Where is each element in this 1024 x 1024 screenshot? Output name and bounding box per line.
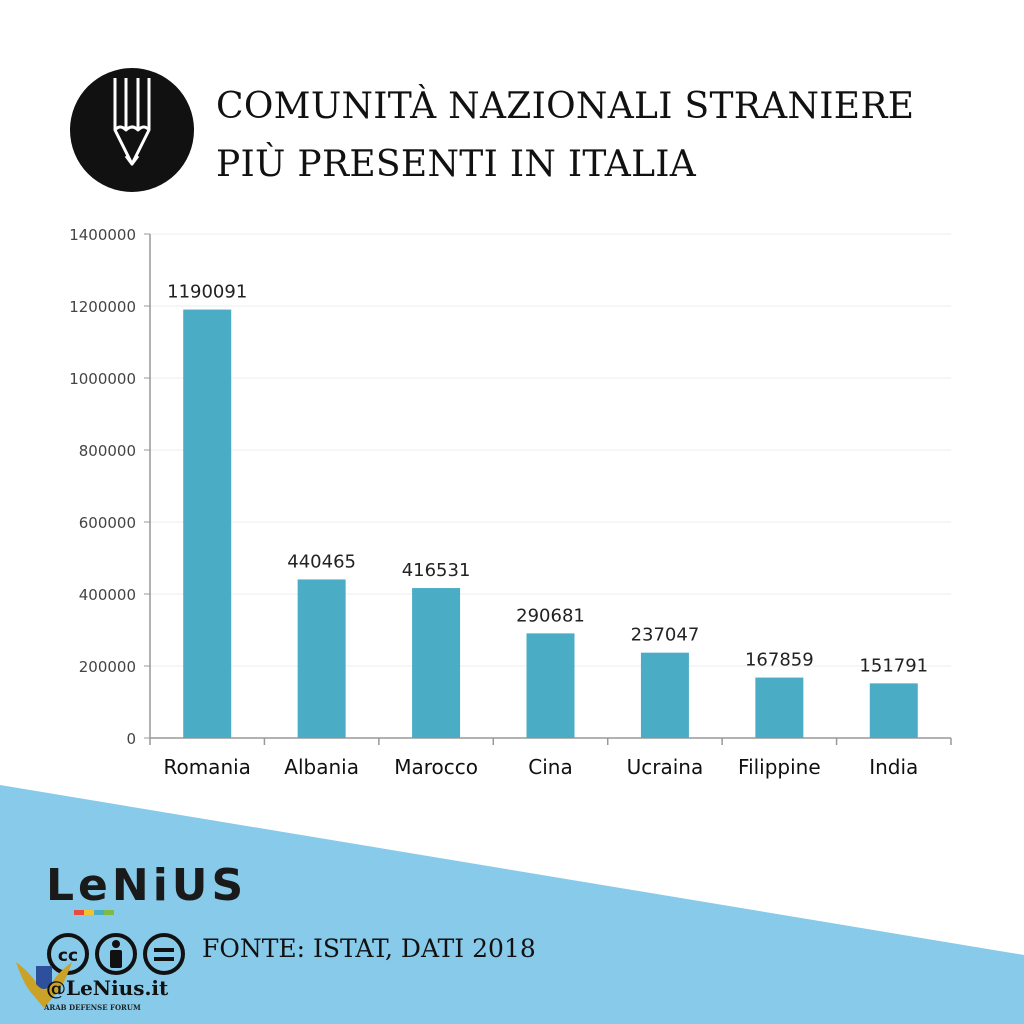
y-tick-label: 200000	[79, 658, 136, 676]
title-line-2: PIÙ PRESENTI IN ITALIA	[216, 144, 697, 185]
y-tick-label: 800000	[79, 442, 136, 460]
bar	[183, 309, 232, 738]
data-label: 167859	[745, 650, 814, 671]
bar	[297, 579, 346, 738]
bar	[869, 683, 918, 738]
data-label: 151791	[859, 655, 928, 676]
bar	[755, 677, 804, 738]
y-tick-label: 1400000	[69, 226, 136, 244]
data-label: 237047	[631, 625, 700, 646]
chart-title: COMUNITÀ NAZIONALI STRANIERE PIÙ PRESENT…	[216, 78, 1006, 194]
cc-icon: cc	[47, 933, 89, 975]
watermark-emblem-icon	[16, 962, 72, 1008]
y-tick-label: 400000	[79, 586, 136, 604]
x-tick-label: Albania	[284, 755, 359, 779]
source-note: FONTE: ISTAT, DATI 2018	[202, 934, 536, 963]
data-label: 440465	[287, 551, 356, 572]
social-handle: @LeNius.it	[46, 976, 169, 1000]
license-badge: cc	[47, 933, 185, 975]
y-tick-label: 0	[126, 730, 136, 748]
bar-chart: 0 200000 400000 600000 800000 1000000 1200000 1…	[69, 226, 952, 779]
y-tick-label: 1000000	[69, 370, 136, 388]
x-tick-label: Romania	[163, 755, 250, 779]
watermark-text: ARAB DEFENSE FORUM	[44, 1003, 141, 1012]
bar	[640, 652, 689, 738]
y-tick-label: 1200000	[69, 298, 136, 316]
svg-text:cc: cc	[58, 946, 78, 966]
title-line-1: COMUNITÀ NAZIONALI STRANIERE	[216, 86, 915, 127]
bar	[412, 588, 461, 738]
x-tick-label: Ucraina	[627, 755, 704, 779]
x-tick-label: Cina	[528, 755, 572, 779]
x-tick-label: Filippine	[738, 755, 821, 779]
brand-logo: LeNiUS	[46, 860, 248, 911]
bar	[526, 633, 575, 738]
x-tick-label: Marocco	[394, 755, 478, 779]
data-label: 416531	[402, 560, 471, 581]
no-derivatives-icon	[143, 933, 185, 975]
x-tick-label: India	[869, 755, 918, 779]
data-label: 1190091	[167, 282, 247, 303]
y-tick-label: 600000	[79, 514, 136, 532]
pencil-icon	[70, 68, 194, 192]
attribution-icon	[95, 933, 137, 975]
data-label: 290681	[516, 605, 585, 626]
brand-logo-accent	[74, 900, 114, 915]
